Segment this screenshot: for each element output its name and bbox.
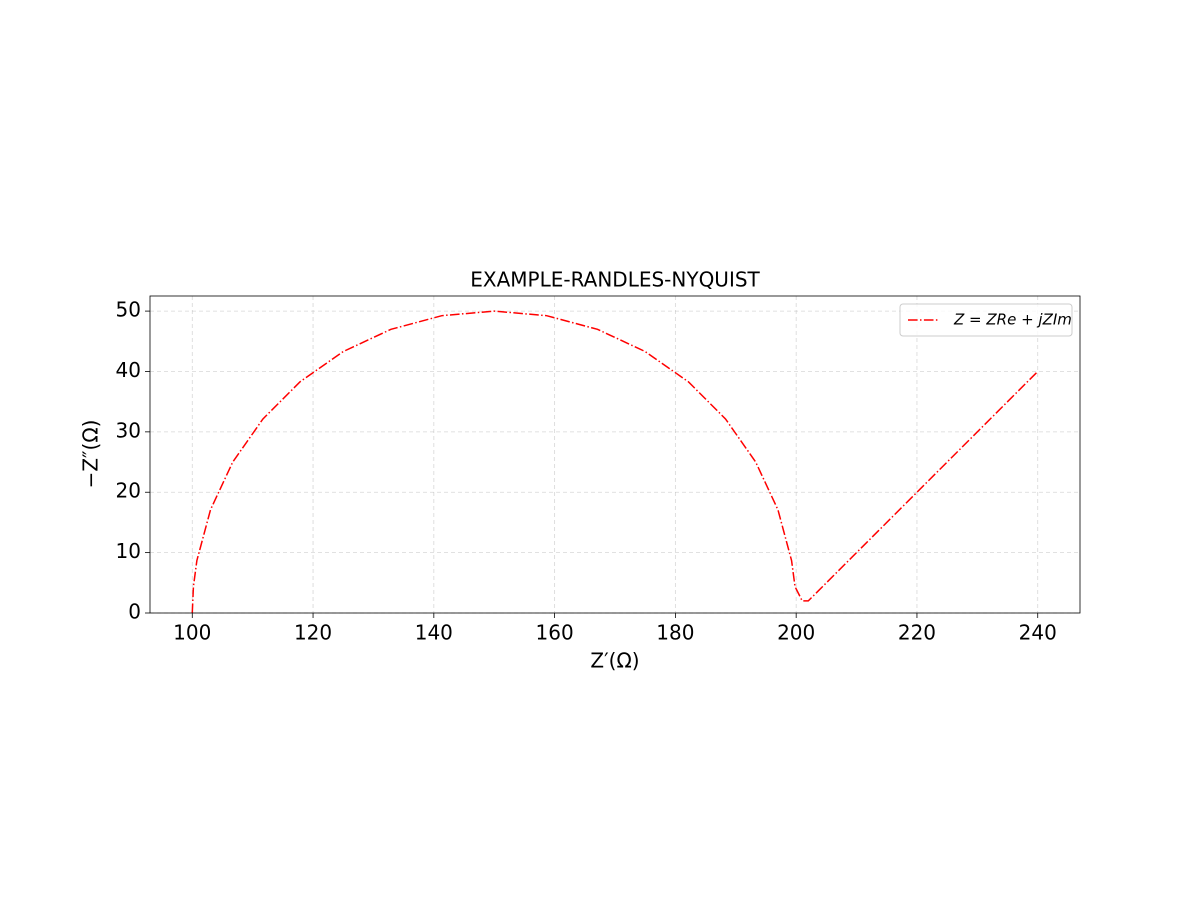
legend: Z = ZRe + jZIm bbox=[899, 303, 1073, 337]
x-tick-label: 160 bbox=[536, 621, 574, 645]
y-tick-label: 40 bbox=[116, 358, 141, 382]
y-tick-label: 20 bbox=[116, 479, 141, 503]
x-tick-label: 240 bbox=[1019, 621, 1057, 645]
legend-label: Z = ZRe + jZIm bbox=[953, 311, 1072, 329]
legend-box bbox=[899, 303, 1073, 337]
x-tick-label: 180 bbox=[656, 621, 694, 645]
x-tick-label: 200 bbox=[777, 621, 815, 645]
x-tick-label: 140 bbox=[415, 621, 453, 645]
y-tick-label: 0 bbox=[128, 600, 141, 624]
x-tick-label: 120 bbox=[294, 621, 332, 645]
chart-title: EXAMPLE-RANDLES-NYQUIST bbox=[470, 268, 760, 292]
y-tick-label: 10 bbox=[116, 539, 141, 563]
x-axis-label: Z′(Ω) bbox=[590, 649, 639, 673]
plot-frame bbox=[149, 295, 1081, 614]
y-tick-label: 50 bbox=[116, 298, 141, 322]
x-tick-label: 100 bbox=[173, 621, 211, 645]
data-line bbox=[191, 310, 1039, 614]
x-tick-label: 220 bbox=[898, 621, 936, 645]
y-tick-label: 30 bbox=[116, 418, 141, 442]
y-axis-label: −Z″(Ω) bbox=[79, 420, 103, 489]
